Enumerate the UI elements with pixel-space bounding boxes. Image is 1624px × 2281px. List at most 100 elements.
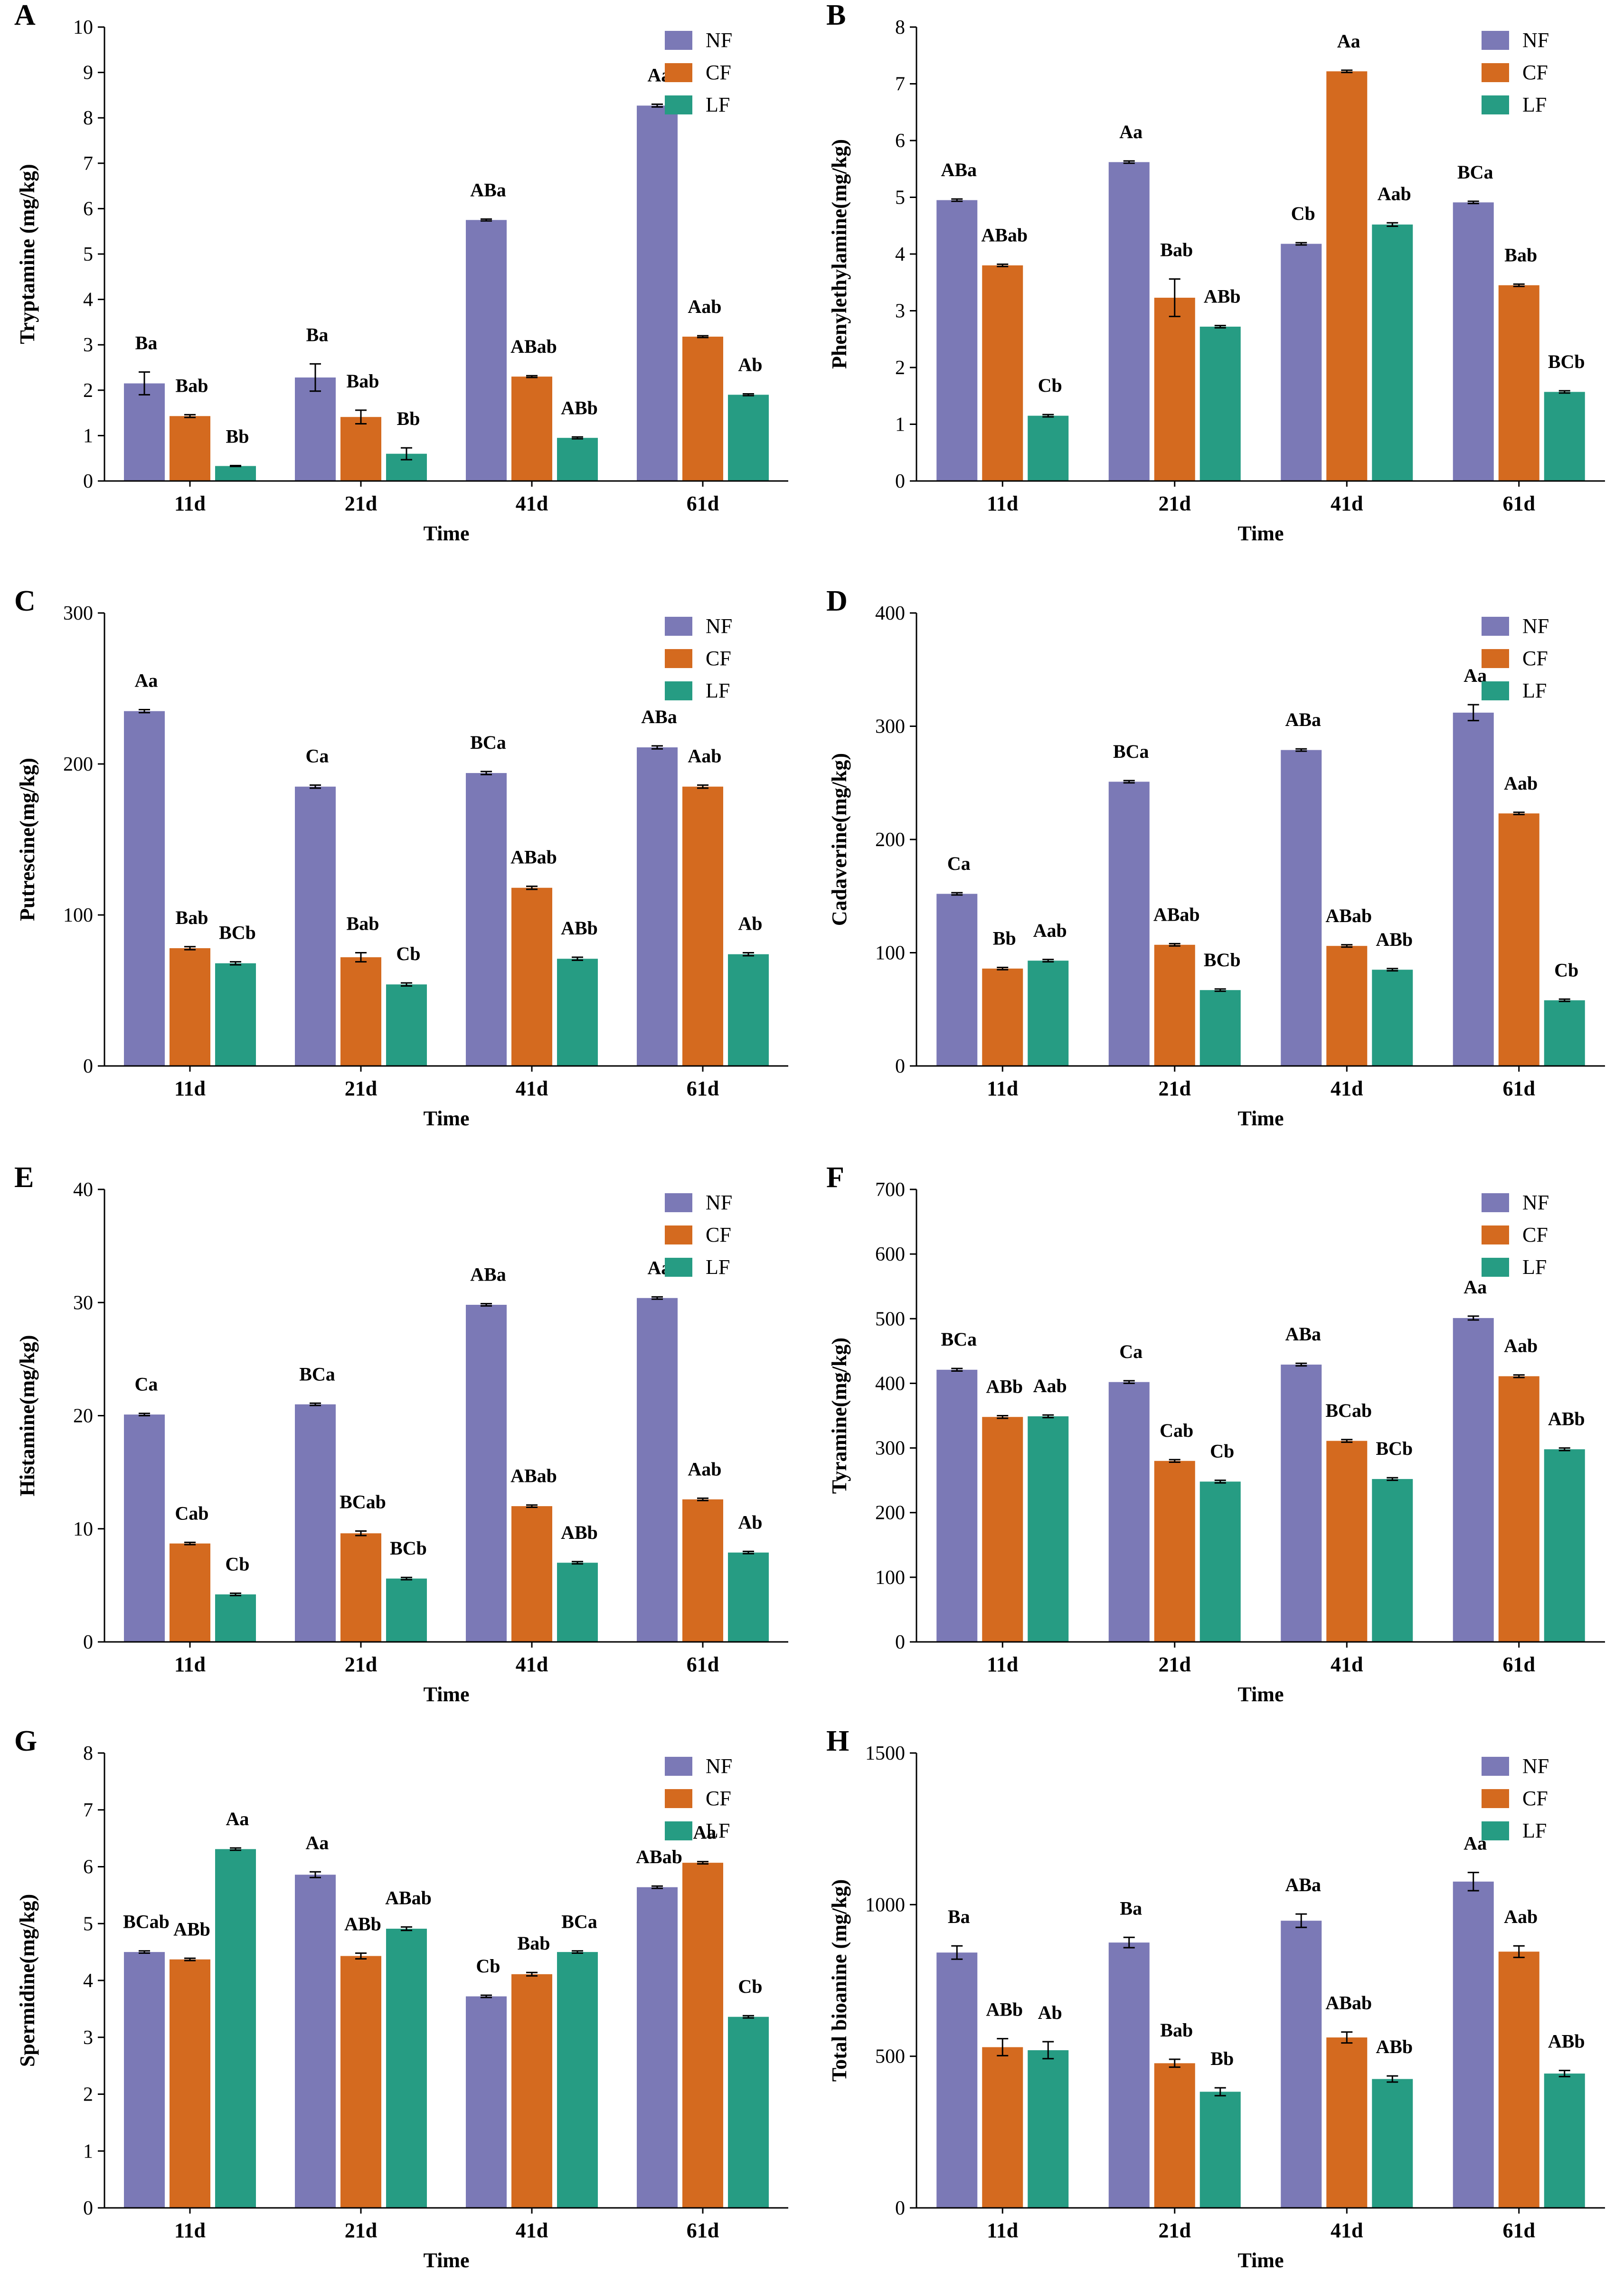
y-tick-label: 4 (895, 244, 905, 265)
y-tick-label: 2 (83, 2084, 93, 2106)
bar-lf (386, 1929, 427, 2208)
panel-letter: G (14, 1725, 37, 1757)
bar-lf (728, 395, 769, 481)
significance-label: Aab (688, 296, 721, 317)
bar-cf (682, 1499, 723, 1642)
x-tick-label: 41d (516, 2219, 548, 2242)
significance-label: ABa (470, 1264, 506, 1285)
bar-cf (982, 2047, 1023, 2208)
bar-lf (1028, 961, 1069, 1066)
legend-label: CF (1522, 1223, 1548, 1246)
y-tick-label: 7 (895, 74, 905, 95)
legend-label: LF (1522, 93, 1547, 116)
bar-lf (1028, 2050, 1069, 2208)
significance-label: ABab (1153, 904, 1200, 925)
panel-letter: A (14, 0, 36, 31)
y-tick-label: 8 (83, 107, 93, 129)
y-tick-label: 10 (73, 17, 93, 38)
significance-label: Bab (1160, 2019, 1193, 2041)
y-tick-label: 700 (875, 1179, 905, 1201)
significance-label: Cb (1210, 1441, 1234, 1462)
legend-label: NF (706, 28, 732, 52)
y-tick-label: 0 (83, 2197, 93, 2219)
significance-label: ABb (561, 917, 598, 939)
bar-nf (936, 200, 978, 481)
bar-nf (1281, 1364, 1322, 1642)
y-axis-title: Total bioanine (mg/kg) (828, 1879, 851, 2082)
significance-label: Cb (1038, 375, 1062, 396)
bar-nf (637, 105, 678, 481)
significance-label: Aa (306, 1832, 329, 1853)
significance-label: Ca (947, 853, 971, 874)
x-tick-label: 21d (345, 492, 377, 515)
y-tick-label: 9 (83, 62, 93, 84)
bar-nf (466, 773, 507, 1066)
significance-label: BCa (561, 1911, 597, 1932)
significance-label: ABab (510, 1465, 557, 1487)
significance-label: ABab (510, 336, 557, 357)
x-tick-label: 21d (1159, 1653, 1191, 1676)
significance-label: Ab (1038, 2002, 1062, 2023)
significance-label: ABab (385, 1887, 432, 1908)
legend-label: CF (1522, 61, 1548, 84)
legend-swatch-cf (1482, 1225, 1509, 1244)
legend-label: LF (706, 679, 730, 702)
y-tick-label: 1 (83, 2140, 93, 2162)
bar-lf (728, 2017, 769, 2208)
significance-label: Cb (396, 943, 420, 964)
significance-label: Bab (347, 913, 379, 934)
y-tick-label: 30 (73, 1292, 93, 1314)
y-tick-label: 100 (875, 1567, 905, 1589)
y-tick-label: 3 (895, 301, 905, 322)
y-tick-label: 8 (83, 1743, 93, 1764)
x-axis-title: Time (1238, 2249, 1284, 2272)
bar-cf (982, 968, 1023, 1066)
bar-cf (982, 265, 1023, 481)
panel-f: F 0 100 200 300 400 500 600 700 BCa Ca ABa Aa ABb Cab B… (826, 1161, 1605, 1706)
y-tick-label: 0 (895, 2197, 905, 2219)
y-tick-label: 10 (73, 1518, 93, 1540)
significance-label: ABa (470, 179, 506, 200)
y-tick-label: 3 (83, 334, 93, 356)
significance-label: Bb (1210, 2048, 1234, 2069)
significance-label: Cb (738, 1976, 762, 1997)
legend-swatch-lf (665, 1258, 692, 1277)
bar-cf (1498, 285, 1539, 481)
bar-nf (124, 383, 165, 481)
significance-label: Bab (1160, 239, 1193, 261)
bar-lf (557, 959, 598, 1066)
y-tick-label: 200 (875, 829, 905, 851)
significance-label: BCa (941, 1329, 977, 1350)
bar-cf (1498, 1376, 1539, 1642)
significance-label: Cab (175, 1502, 208, 1524)
y-axis-title: Tryptamine (mg/kg) (16, 164, 39, 344)
x-tick-label: 11d (987, 492, 1018, 515)
bar-lf (1544, 2074, 1585, 2208)
x-tick-label: 21d (345, 1077, 377, 1100)
x-axis-title: Time (424, 522, 470, 545)
significance-label: ABb (561, 397, 598, 418)
legend-swatch-cf (1482, 649, 1509, 668)
legend-swatch-nf (665, 1757, 692, 1776)
y-tick-label: 7 (83, 153, 93, 175)
y-tick-label: 300 (63, 603, 93, 624)
significance-label: BCab (340, 1491, 386, 1513)
significance-label: Aab (688, 745, 721, 767)
y-tick-label: 1 (83, 425, 93, 447)
y-tick-label: 0 (83, 471, 93, 492)
bar-lf (557, 1952, 598, 2208)
significance-label: Aab (1504, 1906, 1538, 1927)
bar-nf (295, 377, 336, 481)
y-tick-label: 4 (83, 289, 93, 311)
legend-label: LF (1522, 1255, 1547, 1279)
panel-letter: D (826, 585, 848, 617)
x-tick-label: 41d (1331, 1653, 1363, 1676)
bar-cf (1154, 1461, 1195, 1642)
legend-label: CF (706, 1787, 731, 1810)
x-tick-label: 61d (687, 492, 719, 515)
significance-label: Ab (738, 1511, 762, 1533)
bar-cf (340, 957, 381, 1066)
x-tick-label: 11d (174, 1077, 206, 1100)
y-tick-label: 0 (895, 1631, 905, 1653)
